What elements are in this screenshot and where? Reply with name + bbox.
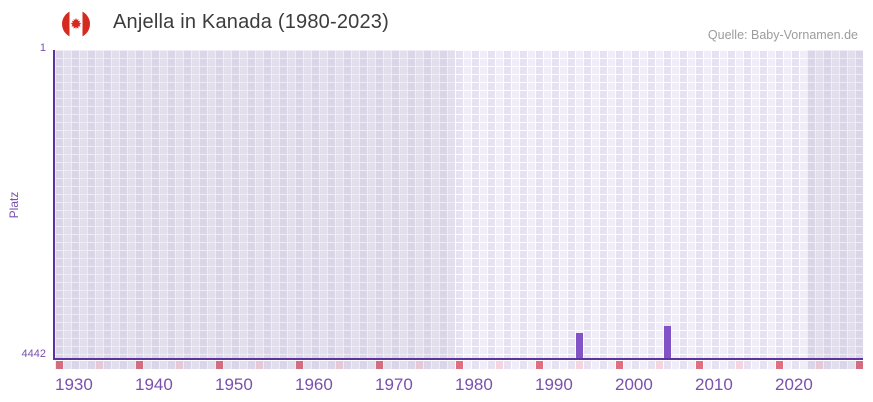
page-title: Anjella in Kanada (1980-2023) xyxy=(113,11,389,33)
x-axis-tick-1950: 1950 xyxy=(215,375,253,394)
x-axis-tick-1940: 1940 xyxy=(135,375,173,394)
accent-row-dim-zone xyxy=(55,361,455,369)
x-axis-tick-1990: 1990 xyxy=(535,375,573,394)
canada-flag-icon xyxy=(62,10,90,38)
decade-accent-cell-2000 xyxy=(616,361,623,369)
x-axis-tick-2020: 2020 xyxy=(775,375,813,394)
x-axis-tick-2000: 2000 xyxy=(615,375,653,394)
half-decade-accent-cell-1945 xyxy=(176,361,183,369)
y-axis-tick-top: 1 xyxy=(39,42,46,54)
half-decade-accent-cell-2025 xyxy=(816,361,823,369)
decade-accent-cell-1980 xyxy=(456,361,463,369)
half-decade-accent-cell-1995 xyxy=(576,361,583,369)
maple-leaf-icon xyxy=(70,17,82,31)
x-axis-tick-1960: 1960 xyxy=(295,375,333,394)
half-decade-accent-cell-1935 xyxy=(96,361,103,369)
x-axis-line xyxy=(53,358,863,360)
x-axis-tick-2010: 2010 xyxy=(695,375,733,394)
half-decade-accent-cell-2015 xyxy=(736,361,743,369)
x-axis-tick-labels: 1930 1940 1950 1960 1970 1980 1990 2000 2010 2020 xyxy=(55,375,873,397)
plot-area xyxy=(55,50,863,358)
decade-accent-cell-1990 xyxy=(536,361,543,369)
half-decade-accent-cell-1955 xyxy=(256,361,263,369)
half-decade-accent-cell-1965 xyxy=(336,361,343,369)
decade-accent-cell-2010 xyxy=(696,361,703,369)
x-axis-tick-1980: 1980 xyxy=(455,375,493,394)
x-axis-tick-1930: 1930 xyxy=(55,375,93,394)
decade-accent-cell-1970 xyxy=(376,361,383,369)
y-axis-line xyxy=(53,50,55,360)
post-range-dim-zone xyxy=(807,50,863,358)
decade-accent-cell-1930 xyxy=(56,361,63,369)
half-decade-accent-cell-1975 xyxy=(416,361,423,369)
decade-accent-cell-2020 xyxy=(776,361,783,369)
y-axis-title: Platz xyxy=(7,191,21,219)
source-credit: Quelle: Baby-Vornamen.de xyxy=(707,28,858,42)
below-axis-accent-row xyxy=(55,361,863,369)
half-decade-accent-cell-1985 xyxy=(496,361,503,369)
decade-accent-cell-1950 xyxy=(216,361,223,369)
decade-accent-cell-1940 xyxy=(136,361,143,369)
decade-accent-cell-2030 xyxy=(856,361,863,369)
y-axis-tick-bottom: 4442 xyxy=(21,348,46,360)
pre-range-dim-zone xyxy=(55,50,455,358)
half-decade-accent-cell-2005 xyxy=(656,361,663,369)
bar-1995[interactable] xyxy=(576,333,583,358)
x-axis-tick-1970: 1970 xyxy=(375,375,413,394)
decade-accent-cell-1960 xyxy=(296,361,303,369)
bar-2006[interactable] xyxy=(664,326,671,358)
